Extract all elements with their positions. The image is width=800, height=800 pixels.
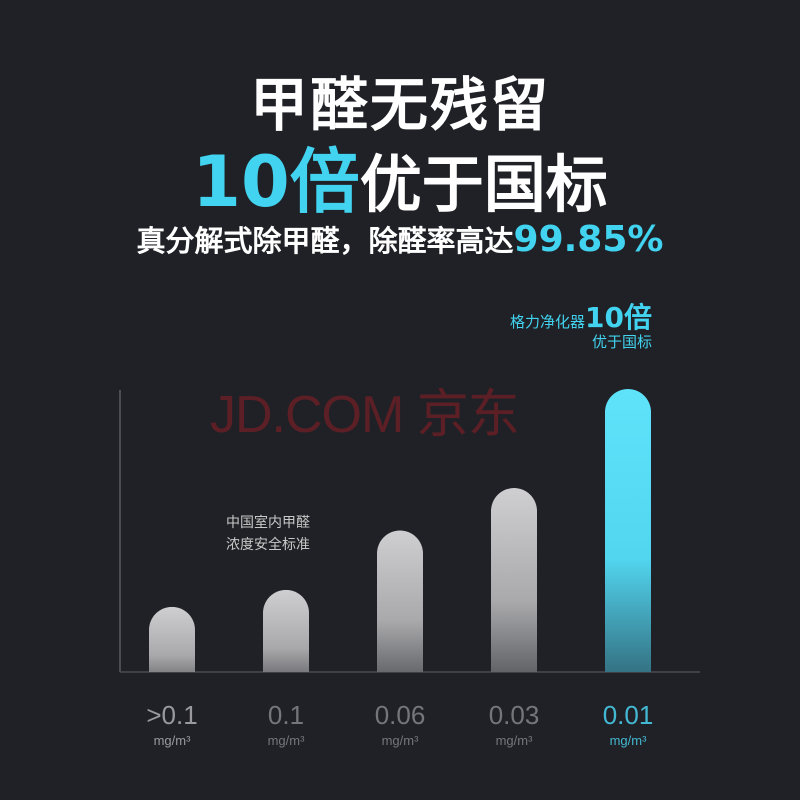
bar-3 (491, 488, 537, 695)
headline-rest: 优于国标 (359, 148, 608, 221)
headline-highlight: 10倍 (192, 141, 360, 223)
subheadline-text: 真分解式除甲醛，除醛率高达 (136, 224, 514, 258)
headline-line2: 10倍优于国标 (0, 126, 800, 227)
headline-line1: 甲醛无残留 (249, 71, 550, 139)
subheadline: 真分解式除甲醛，除醛率高达99.85% (0, 218, 800, 260)
tick-unit: mg/m³ (153, 733, 191, 748)
tick-value: 0.03 (488, 700, 540, 730)
x-tick-label: 0.1 mg/m³ (226, 700, 346, 748)
annotation-big: 10倍 (585, 301, 652, 334)
tick-unit: mg/m³ (609, 733, 647, 748)
x-tick-label: >0.1 mg/m³ (112, 700, 232, 748)
bar-2 (377, 531, 423, 696)
annotation-prefix: 格力净化器 (510, 313, 586, 331)
tick-value: 0.1 (267, 700, 305, 730)
watermark: JD.COM 京东 (210, 386, 520, 444)
tick-unit: mg/m³ (495, 733, 533, 748)
standard-line2: 浓度安全标准 (226, 537, 310, 553)
x-tick-label: 0.03 mg/m³ (454, 700, 574, 748)
bar-0 (149, 607, 195, 695)
annotation-standard: 中国室内甲醛 浓度安全标准 (226, 512, 310, 556)
annotation-top: 格力净化器10倍 优于国标 (510, 304, 652, 352)
tick-value: 0.06 (374, 700, 426, 730)
tick-value: 0.01 (602, 700, 654, 730)
tick-unit: mg/m³ (267, 733, 305, 748)
standard-line1: 中国室内甲醛 (226, 515, 310, 531)
annotation-line2: 优于国标 (591, 333, 652, 351)
tick-value: >0.1 (146, 700, 198, 730)
tick-unit: mg/m³ (381, 733, 419, 748)
bar-4 (605, 389, 651, 695)
removal-rate: 99.85% (513, 219, 664, 260)
x-tick-label: 0.01 mg/m³ (568, 700, 688, 748)
x-tick-label: 0.06 mg/m³ (340, 700, 460, 748)
bar-1 (263, 590, 309, 695)
